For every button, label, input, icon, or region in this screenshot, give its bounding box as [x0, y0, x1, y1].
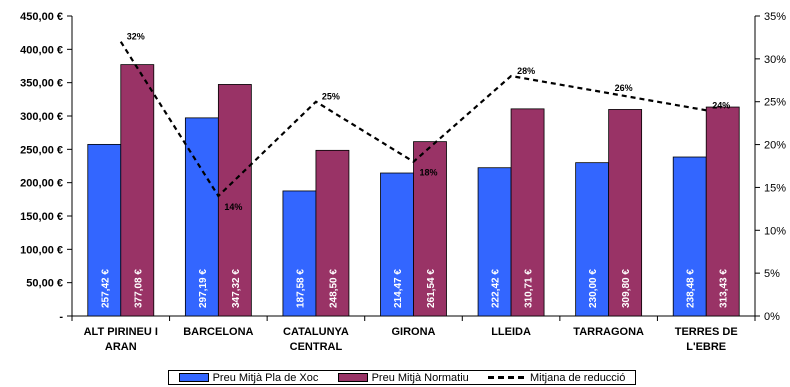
- x-category-label-line: GIRONA: [392, 326, 436, 338]
- legend-item-series-2: Preu Mitjà Normatiu: [337, 371, 469, 384]
- x-category-label: GIRONA: [392, 326, 436, 338]
- bar-series-1: [282, 190, 317, 317]
- bar-value-label: 238,48 €: [686, 269, 697, 308]
- chart-axes: - 50,00 € 100,00 € 150,00 € 200,00 € 250,00 €…: [20, 11, 786, 353]
- x-category-label-line: L'EBRE: [686, 341, 726, 353]
- reduction-point-label: 18%: [420, 168, 438, 178]
- bar-value-label: 222,42 €: [491, 269, 502, 308]
- y-left-tick-label: 400,00 €: [20, 44, 63, 56]
- bar-series-2: [315, 149, 350, 317]
- bar-value-label: 230,00 €: [588, 269, 599, 308]
- y-right-tick-label: 30%: [764, 54, 786, 66]
- y-left-tick-label: 450,00 €: [20, 11, 63, 23]
- bar-value-label: 310,71 €: [524, 269, 535, 308]
- x-category-label: ALT PIRINEU I ARAN: [84, 326, 158, 353]
- legend-line-swatch: [487, 376, 524, 379]
- y-right-tick-label: 15%: [764, 182, 786, 194]
- bar-series-2: [217, 84, 252, 317]
- y-right-tick-label: 10%: [764, 225, 786, 237]
- x-category-label: CATALUNYA CENTRAL: [283, 326, 349, 353]
- y-left-tick-label: 350,00 €: [20, 78, 63, 90]
- x-category-label-line: TERRES DE: [675, 326, 738, 338]
- y-right-tick-label: 0%: [764, 311, 780, 323]
- reduction-point-label: 14%: [224, 202, 242, 212]
- bar-value-label: 257,42 €: [100, 269, 111, 308]
- y-right-tick-label: 35%: [764, 11, 786, 23]
- y-left-tick-label: 200,00 €: [20, 178, 63, 190]
- x-category-label: BARCELONA: [183, 326, 253, 338]
- legend-swatch-series-1: [178, 373, 209, 382]
- x-category-label: TERRES DE L'EBRE: [675, 326, 738, 353]
- bar-series-2: [413, 141, 447, 317]
- bar-value-label: 309,80 €: [621, 269, 632, 308]
- legend-label-series-2: Preu Mitjà Normatiu: [371, 371, 469, 384]
- bar-value-label: 347,32 €: [231, 269, 242, 308]
- x-category-label-line: LLEIDA: [491, 326, 531, 338]
- y-left-tick-label: 150,00 €: [20, 211, 63, 223]
- reduction-point-label: 24%: [712, 100, 730, 110]
- y-left-tick-label: 250,00 €: [20, 144, 63, 156]
- bar-value-label: 187,58 €: [295, 269, 306, 308]
- bar-value-label: 214,47 €: [393, 269, 404, 308]
- legend-swatch-series-2: [337, 373, 368, 382]
- x-category-label-line: ALT PIRINEU I: [84, 326, 158, 338]
- bar-value-label: 377,08 €: [133, 269, 144, 308]
- x-category-label-line: CATALUNYA: [283, 326, 349, 338]
- reduction-point-label: 26%: [615, 83, 633, 93]
- bar-series-2: [608, 109, 643, 317]
- y-right-tick-label: 25%: [764, 97, 786, 109]
- bar-series-2: [705, 106, 740, 317]
- reduction-point-label: 28%: [517, 66, 535, 76]
- y-left-tick-label: 300,00 €: [20, 111, 63, 123]
- bar-series-2: [120, 64, 155, 317]
- bar-value-label: 248,50 €: [328, 269, 339, 308]
- legend-label-series-1: Preu Mitjà Pla de Xoc: [212, 371, 319, 384]
- x-category-label-line: TARRAGONA: [573, 326, 644, 338]
- y-left-tick-label: -: [59, 311, 63, 323]
- reduction-point-label: 25%: [322, 92, 340, 102]
- x-category-label-line: ARAN: [105, 341, 137, 353]
- x-category-label: TARRAGONA: [573, 326, 644, 338]
- reduction-line: [119, 41, 707, 198]
- x-category-label-line: CENTRAL: [290, 341, 343, 353]
- bar-value-label: 313,43 €: [719, 269, 730, 308]
- bar-series-1: [477, 167, 512, 317]
- bar-series-1: [672, 156, 707, 317]
- bar-value-label: 297,19 €: [198, 269, 209, 308]
- legend-item-line: Mitjana de reducció: [487, 371, 626, 384]
- legend-item-series-1: Preu Mitjà Pla de Xoc: [178, 371, 319, 384]
- reduction-point-label: 32%: [127, 32, 145, 42]
- y-right-tick-label: 5%: [764, 268, 780, 280]
- bar-value-label: 261,54 €: [426, 269, 437, 308]
- chart-labels: 257,42 € 297,19 € 187,58 € 214,47 € 222,42 €…: [100, 32, 730, 308]
- chart-bars: [87, 64, 740, 317]
- y-right-tick-label: 20%: [764, 140, 786, 152]
- legend-label-line: Mitjana de reducció: [529, 371, 626, 384]
- bar-series-1: [575, 162, 610, 317]
- bar-series-2: [510, 108, 545, 317]
- legend: Preu Mitjà Pla de Xoc Preu Mitjà Normati…: [168, 370, 636, 385]
- chart-reduction-line: [119, 41, 707, 198]
- y-left-tick-label: 50,00 €: [26, 278, 63, 290]
- y-left-tick-label: 100,00 €: [20, 244, 63, 256]
- bar-series-1: [87, 143, 122, 317]
- x-category-label-line: BARCELONA: [183, 326, 253, 338]
- bar-series-1: [380, 172, 414, 317]
- x-category-label: LLEIDA: [491, 326, 531, 338]
